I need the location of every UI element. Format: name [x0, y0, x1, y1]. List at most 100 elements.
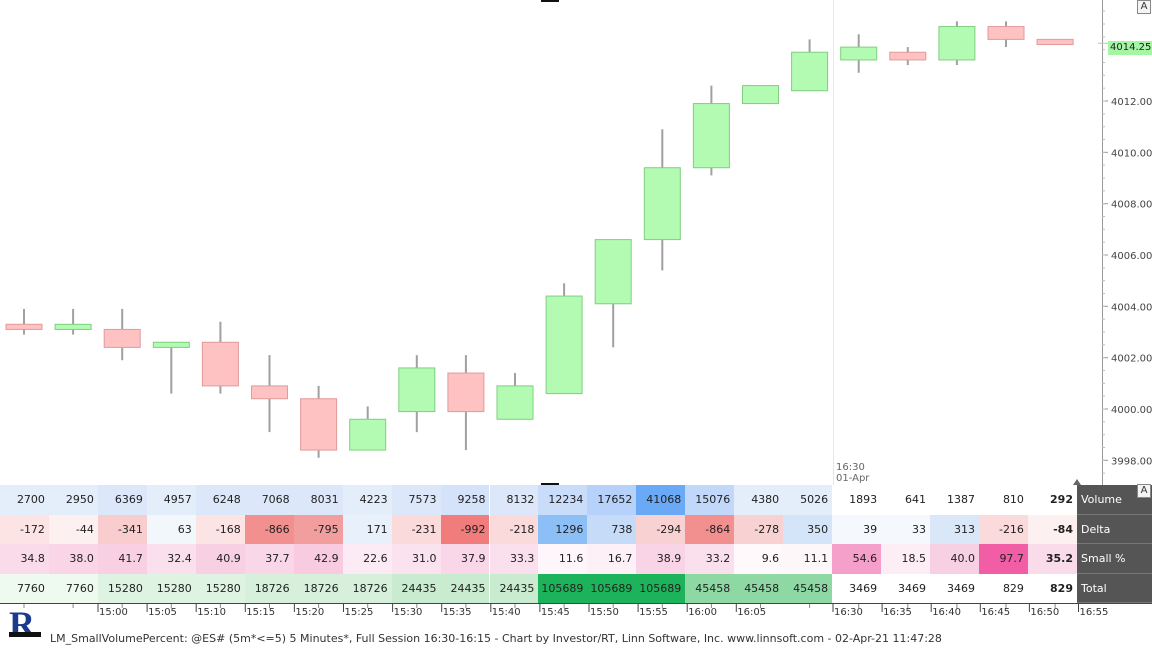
- status-footer: LM_SmallVolumePercent: @ES# (5m*<=5) 5 M…: [0, 631, 1152, 647]
- stats-cell: 4957: [146, 485, 196, 515]
- stats-cell: 738: [587, 514, 637, 544]
- stats-cell: 22.6: [342, 544, 392, 574]
- chart-autoscale-button[interactable]: A: [1137, 0, 1151, 14]
- stats-cell: 40.0: [930, 544, 979, 574]
- price-axis-label: 4010.00: [1111, 148, 1152, 159]
- stats-cell: 7068: [244, 485, 294, 515]
- candle-body: [398, 367, 436, 413]
- price-chart[interactable]: 4012.00 4010.00 4008.00 4006.00 4004.00 4002.…: [0, 0, 1152, 485]
- time-axis-label: 15:00: [99, 607, 128, 618]
- price-axis-label: 4000.00: [1111, 405, 1152, 416]
- stats-cell: 18726: [244, 573, 294, 603]
- stats-cell: 18726: [293, 573, 343, 603]
- stats-cell: -172: [0, 514, 49, 544]
- time-axis-label: 15:50: [590, 607, 619, 618]
- time-axis-label: 16:55: [1080, 607, 1109, 618]
- time-axis-label: 15:55: [639, 607, 668, 618]
- stats-cell: -44: [48, 514, 98, 544]
- stats-cell: 9258: [440, 485, 490, 515]
- stats-cell: -168: [195, 514, 245, 544]
- candle-body: [496, 385, 534, 420]
- logo-letter: R: [9, 606, 36, 644]
- stats-cell: 3469: [832, 573, 882, 603]
- stats-cell: 37.9: [440, 544, 490, 574]
- stats-row-delta: -172 -44 -341 63 -168 -866 -795 171 -231 -992 -218…: [0, 514, 1152, 544]
- stats-cell: 105689: [636, 573, 686, 603]
- candle-body: [643, 167, 681, 241]
- candlestick-chart-svg[interactable]: 4012.00 4010.00 4008.00 4006.00 4004.00 4002.…: [0, 0, 1152, 485]
- stats-cell: -278: [734, 514, 784, 544]
- stats-cell: 3469: [881, 573, 931, 603]
- stats-cell: 810: [979, 485, 1028, 515]
- stats-cell: 105689: [538, 573, 588, 603]
- candle-body: [5, 323, 43, 330]
- stats-cell: 12234: [538, 485, 588, 515]
- stats-cell: 2700: [0, 485, 49, 515]
- candle-body: [742, 85, 779, 105]
- candle-body: [300, 398, 338, 451]
- time-axis-label: 16:40: [932, 607, 961, 618]
- stats-cell: 3469: [930, 573, 979, 603]
- stats-cell: 15280: [195, 573, 245, 603]
- stats-cell: -992: [440, 514, 490, 544]
- stats-cell: 54.6: [832, 544, 882, 574]
- price-axis-label: 4004.00: [1111, 302, 1152, 313]
- time-axis-label: 15:20: [295, 607, 324, 618]
- time-axis[interactable]: 15:00 15:05 15:10 15:15 15:20 15:25 15:30 15:35…: [0, 603, 1152, 632]
- bottom-marker: [541, 483, 559, 485]
- candle-body: [938, 26, 976, 61]
- stats-cell: 63: [146, 514, 196, 544]
- stats-cell: 171: [342, 514, 392, 544]
- stats-cell: 41068: [636, 485, 686, 515]
- stats-cell: 38.0: [48, 544, 98, 574]
- stats-cell: 11.1: [783, 544, 833, 574]
- time-axis-label: 15:25: [345, 607, 374, 618]
- stats-cell: 15076: [685, 485, 735, 515]
- stats-cell: -294: [636, 514, 686, 544]
- footer-text: LM_SmallVolumePercent: @ES# (5m*<=5) 5 M…: [50, 632, 942, 645]
- stats-cell: 6248: [195, 485, 245, 515]
- time-axis-label: 15:30: [394, 607, 423, 618]
- stats-cell: 39: [832, 514, 882, 544]
- time-axis-label: 16:50: [1030, 607, 1059, 618]
- stats-cell: 2950: [48, 485, 98, 515]
- stats-row-label: Total: [1077, 573, 1152, 603]
- time-axis-label: 15:40: [492, 607, 521, 618]
- candle-body: [1036, 38, 1074, 46]
- stats-row-total: 7760 7760 15280 15280 15280 18726 18726 18726 24…: [0, 573, 1152, 603]
- stats-row-label: Small %: [1077, 544, 1152, 574]
- candle-body: [594, 239, 632, 305]
- scroll-marker: [1073, 479, 1081, 485]
- logo-bar: [9, 632, 41, 637]
- stats-cell: 8031: [293, 485, 343, 515]
- stats-cell: 7760: [48, 573, 98, 603]
- candle-body: [152, 341, 190, 348]
- stats-cell: 33: [881, 514, 931, 544]
- candle-body: [103, 328, 141, 348]
- time-axis-label: 16:05: [737, 607, 766, 618]
- stats-cell: -795: [293, 514, 343, 544]
- stats-cell: 1387: [930, 485, 979, 515]
- stats-autoscale-button[interactable]: A: [1137, 484, 1151, 498]
- stats-cell: 18.5: [881, 544, 931, 574]
- investor-rt-logo: R: [7, 604, 43, 644]
- stats-cell: 7760: [0, 573, 49, 603]
- stats-cell: 34.8: [0, 544, 49, 574]
- time-axis-label: 16:30: [834, 607, 863, 618]
- stats-cell: 4380: [734, 485, 784, 515]
- price-axis-label: 4002.00: [1111, 354, 1152, 365]
- candle-body: [251, 385, 288, 400]
- candle-body: [791, 51, 829, 92]
- candle-body: [201, 341, 239, 387]
- stats-cell: -231: [391, 514, 441, 544]
- stats-cell: 5026: [783, 485, 833, 515]
- stats-summary-cell: -84: [1027, 514, 1077, 544]
- stats-cell: 17652: [587, 485, 637, 515]
- stats-cell: 1893: [832, 485, 882, 515]
- stats-cell: 45458: [685, 573, 735, 603]
- current-price-tag: 4014.25: [1108, 41, 1152, 55]
- stats-cell: 350: [783, 514, 833, 544]
- stats-cell: 8132: [489, 485, 539, 515]
- stats-cell: 40.9: [195, 544, 245, 574]
- top-marker: [541, 0, 559, 2]
